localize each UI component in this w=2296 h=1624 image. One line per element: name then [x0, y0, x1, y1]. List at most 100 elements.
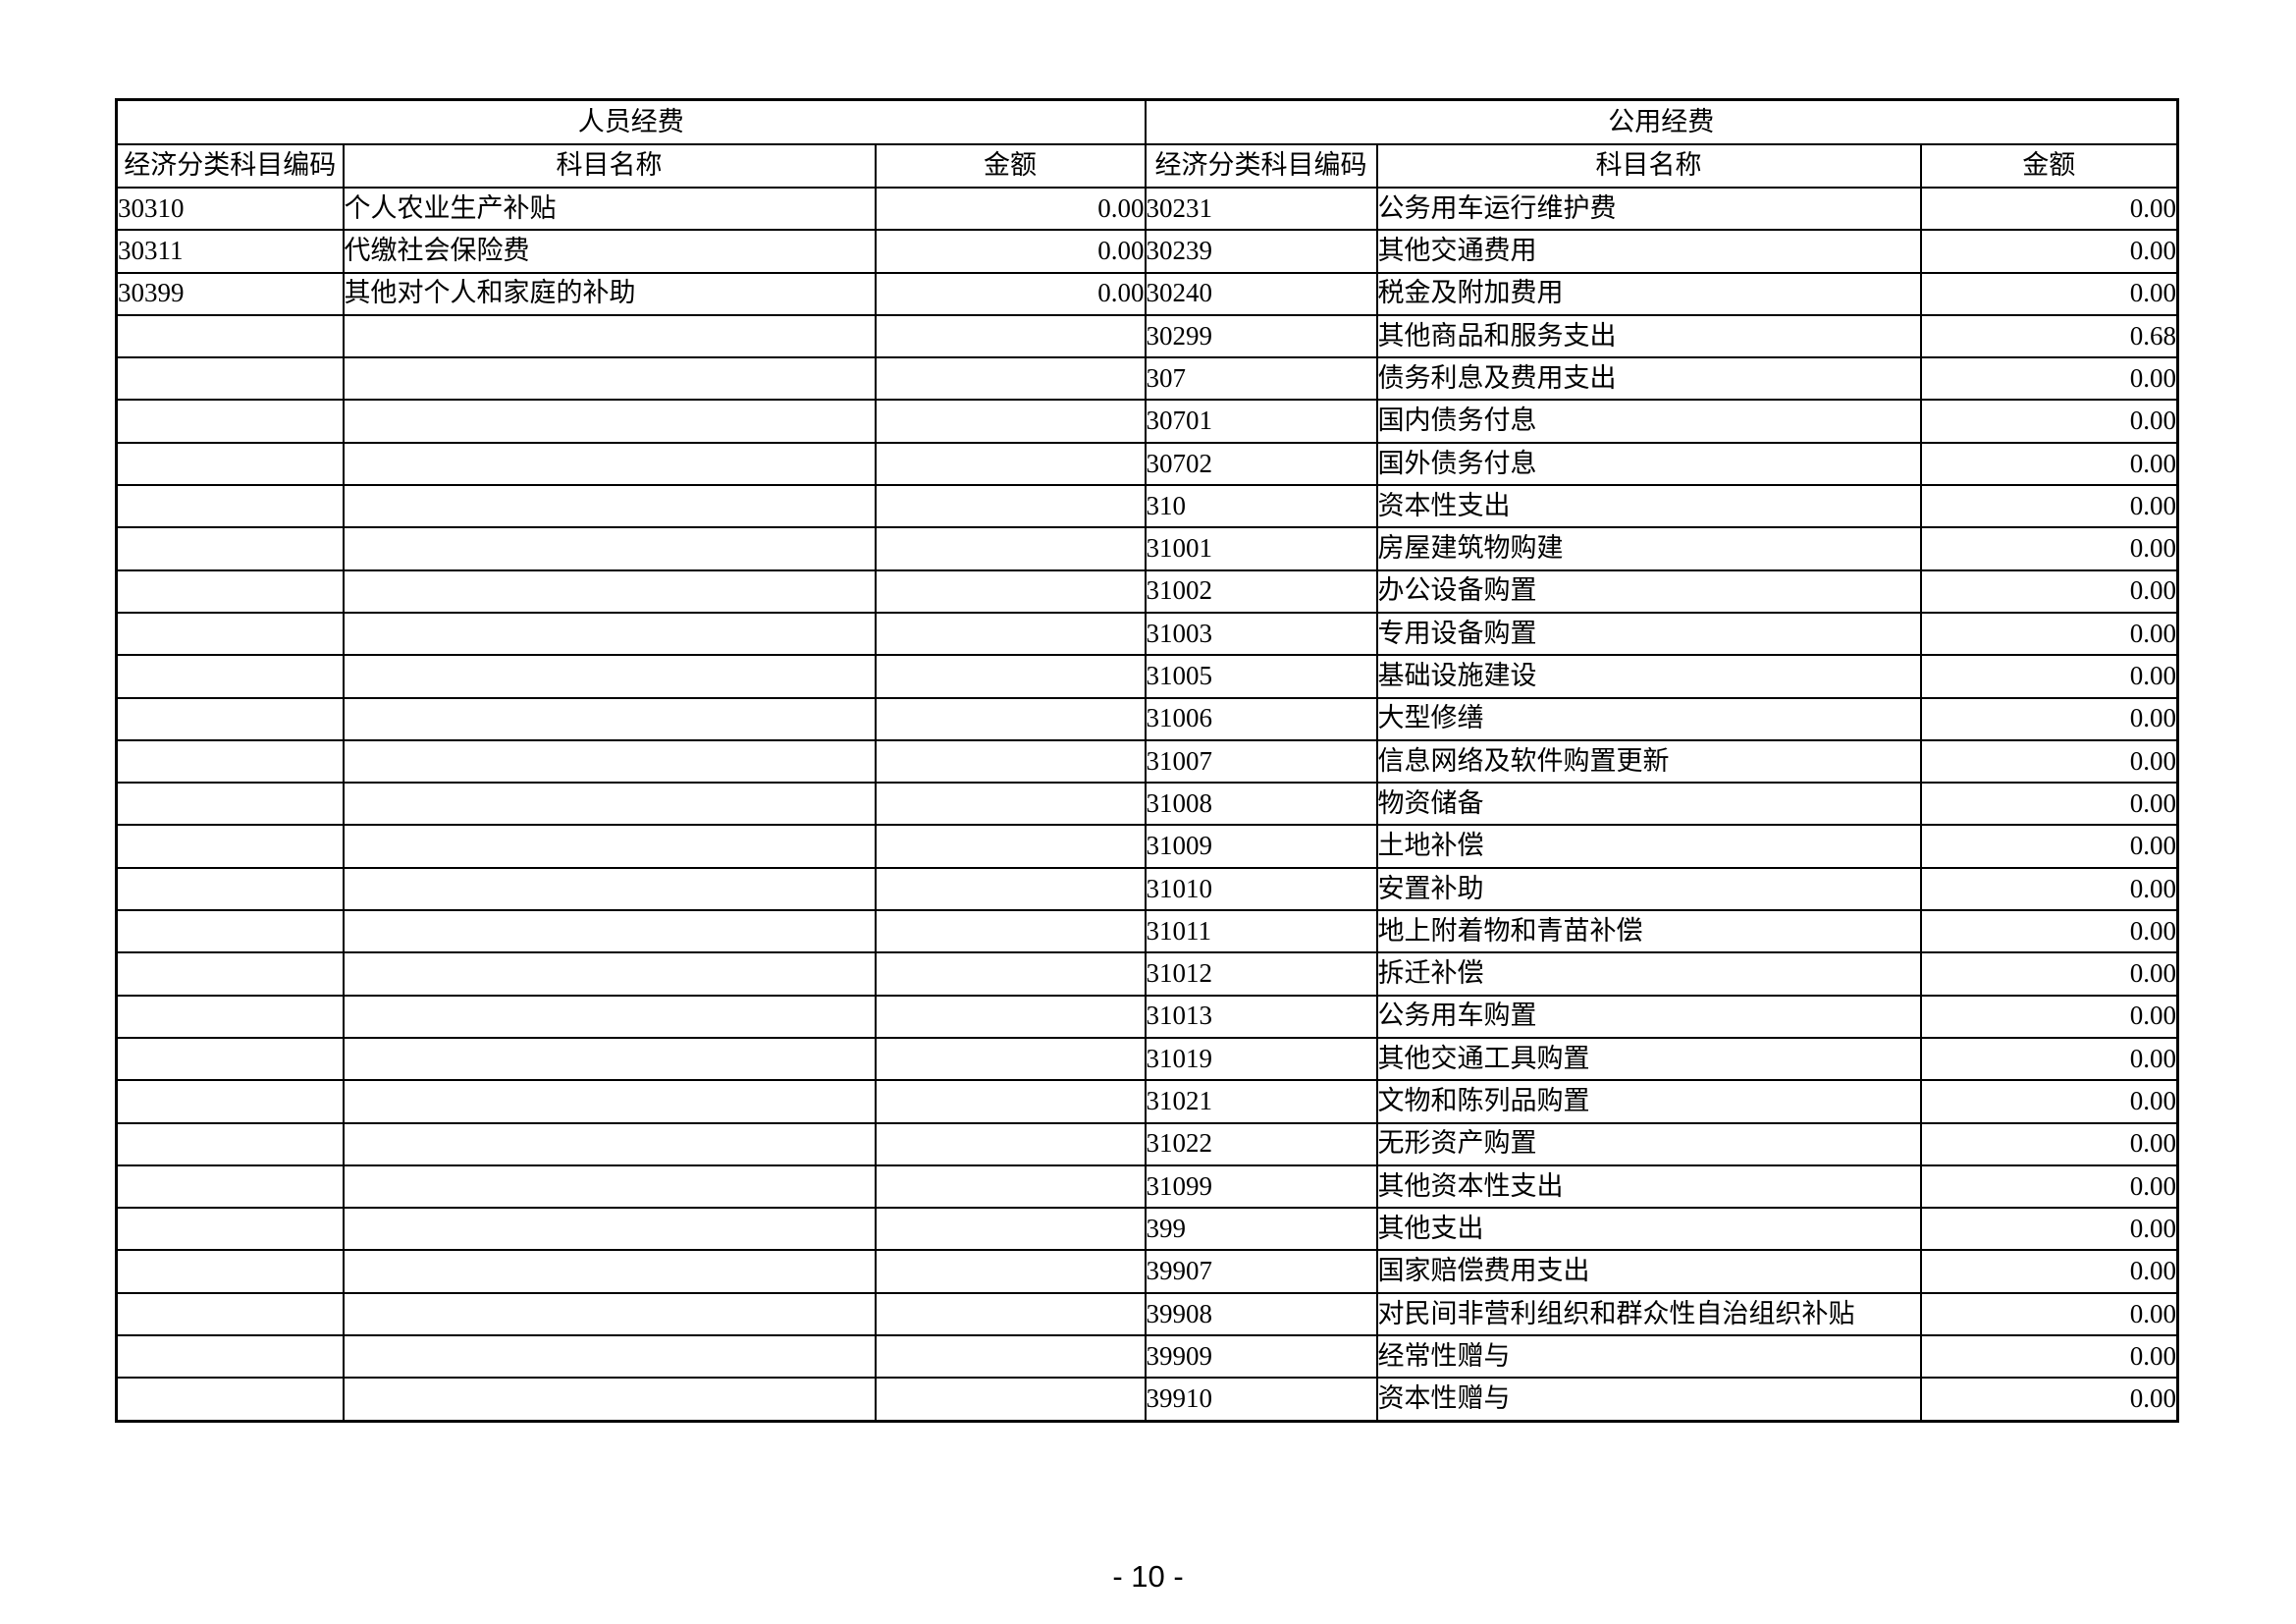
right-name-cell: 债务利息及费用支出: [1375, 356, 1922, 402]
left-name-cell: [342, 484, 877, 529]
right-code-cell: 31010: [1144, 866, 1378, 912]
left-amount-cell: [874, 399, 1147, 444]
left-code-cell: [115, 399, 345, 444]
right-code-cell: 30240: [1144, 271, 1378, 316]
left-name-cell: [342, 696, 877, 741]
right-amount-cell: 0.00: [1919, 782, 2179, 827]
left-amount-cell: [874, 1249, 1147, 1294]
right-amount-cell: 0.00: [1919, 484, 2179, 529]
right-name-cell: 国内债务付息: [1375, 399, 1922, 444]
left-code-cell: [115, 824, 345, 869]
left-amount-column-header: 金额: [874, 143, 1147, 189]
left-amount-cell: [874, 526, 1147, 571]
table-row: 30311 代缴社会保险费 0.00 30239 其他交通费用 0.00: [115, 229, 2179, 274]
left-code-cell: [115, 738, 345, 785]
right-amount-column-header: 金额: [1919, 143, 2179, 189]
left-name-cell: [342, 526, 877, 571]
right-name-cell: 信息网络及软件购置更新: [1375, 738, 1922, 785]
right-name-cell: 国家赔偿费用支出: [1375, 1249, 1922, 1294]
right-section-title: 公用经费: [1144, 98, 2179, 145]
left-name-cell: [342, 824, 877, 869]
right-name-cell: 资本性支出: [1375, 484, 1922, 529]
table-row: 30701 国内债务付息 0.00: [115, 399, 2179, 444]
left-name-cell: 其他对个人和家庭的补助: [342, 271, 877, 316]
right-amount-cell: 0.00: [1919, 1249, 2179, 1294]
left-amount-cell: [874, 1121, 1147, 1166]
left-name-cell: [342, 441, 877, 487]
left-name-cell: [342, 1164, 877, 1210]
table-row: 31012 拆迁补偿 0.00: [115, 951, 2179, 997]
left-code-cell: [115, 1121, 345, 1166]
left-amount-cell: 0.00: [874, 229, 1147, 274]
left-amount-cell: [874, 824, 1147, 869]
column-header-row: 经济分类科目编码 科目名称 金额 经济分类科目编码 科目名称 金额: [115, 143, 2179, 189]
right-name-cell: 对民间非营利组织和群众性自治组织补贴: [1375, 1291, 1922, 1337]
left-name-cell: 个人农业生产补贴: [342, 186, 877, 232]
left-amount-cell: [874, 441, 1147, 487]
right-amount-cell: 0.00: [1919, 229, 2179, 274]
table-row: 30399 其他对个人和家庭的补助 0.00 30240 税金及附加费用 0.00: [115, 271, 2179, 316]
right-amount-cell: 0.00: [1919, 866, 2179, 912]
right-code-cell: 30239: [1144, 229, 1378, 274]
left-amount-cell: [874, 654, 1147, 699]
left-name-cell: [342, 1121, 877, 1166]
right-code-column-header: 经济分类科目编码: [1144, 143, 1378, 189]
left-amount-cell: [874, 313, 1147, 359]
right-code-cell: 31011: [1144, 909, 1378, 954]
right-amount-cell: 0.00: [1919, 738, 2179, 785]
right-name-cell: 其他交通费用: [1375, 229, 1922, 274]
left-amount-cell: [874, 866, 1147, 912]
right-name-cell: 房屋建筑物购建: [1375, 526, 1922, 571]
page-number: - 10 -: [1112, 1559, 1184, 1594]
left-amount-cell: 0.00: [874, 186, 1147, 232]
left-code-cell: [115, 313, 345, 359]
right-code-cell: 399: [1144, 1207, 1378, 1252]
right-code-cell: 31008: [1144, 782, 1378, 827]
left-code-cell: [115, 1079, 345, 1124]
left-name-cell: [342, 654, 877, 699]
right-code-cell: 31007: [1144, 738, 1378, 785]
left-code-cell: [115, 696, 345, 741]
left-name-cell: [342, 568, 877, 614]
left-code-cell: [115, 994, 345, 1039]
left-code-cell: [115, 1164, 345, 1210]
left-name-cell: [342, 356, 877, 402]
right-name-cell: 物资储备: [1375, 782, 1922, 827]
right-amount-cell: 0.00: [1919, 1164, 2179, 1210]
table-body: 30310 个人农业生产补贴 0.00 30231 公务用车运行维护费 0.00 30311…: [115, 186, 2179, 1423]
right-amount-cell: 0.00: [1919, 951, 2179, 997]
right-name-cell: 税金及附加费用: [1375, 271, 1922, 316]
right-name-cell: 大型修缮: [1375, 696, 1922, 741]
right-code-cell: 31005: [1144, 654, 1378, 699]
left-amount-cell: [874, 994, 1147, 1039]
right-amount-cell: 0.00: [1919, 654, 2179, 699]
left-amount-cell: [874, 1207, 1147, 1252]
left-name-cell: [342, 1036, 877, 1082]
right-amount-cell: 0.00: [1919, 1121, 2179, 1166]
right-code-cell: 31019: [1144, 1036, 1378, 1082]
right-amount-cell: 0.00: [1919, 356, 2179, 402]
right-name-cell: 经常性赠与: [1375, 1334, 1922, 1380]
right-name-cell: 国外债务付息: [1375, 441, 1922, 487]
left-amount-cell: [874, 951, 1147, 997]
left-code-cell: [115, 568, 345, 614]
left-amount-cell: [874, 1334, 1147, 1380]
left-amount-cell: [874, 1036, 1147, 1082]
table-row: 39909 经常性赠与 0.00: [115, 1334, 2179, 1380]
right-name-cell: 其他商品和服务支出: [1375, 313, 1922, 359]
budget-economic-classification-table: 人员经费 公用经费 经济分类科目编码 科目名称 金额 经济分类科目编码 科目名称…: [115, 98, 2180, 1423]
table-row: 31008 物资储备 0.00: [115, 782, 2179, 827]
left-code-cell: [115, 1334, 345, 1380]
left-name-cell: [342, 738, 877, 785]
right-amount-cell: 0.00: [1919, 1207, 2179, 1252]
right-amount-cell: 0.00: [1919, 994, 2179, 1039]
table-row: 31003 专用设备购置 0.00: [115, 611, 2179, 657]
left-name-cell: [342, 1249, 877, 1294]
table-row: 31006 大型修缮 0.00: [115, 696, 2179, 741]
left-code-cell: [115, 356, 345, 402]
right-name-cell: 其他交通工具购置: [1375, 1036, 1922, 1082]
table-row: 31002 办公设备购置 0.00: [115, 568, 2179, 614]
left-amount-cell: [874, 696, 1147, 741]
right-code-cell: 30702: [1144, 441, 1378, 487]
right-amount-cell: 0.00: [1919, 1377, 2179, 1423]
